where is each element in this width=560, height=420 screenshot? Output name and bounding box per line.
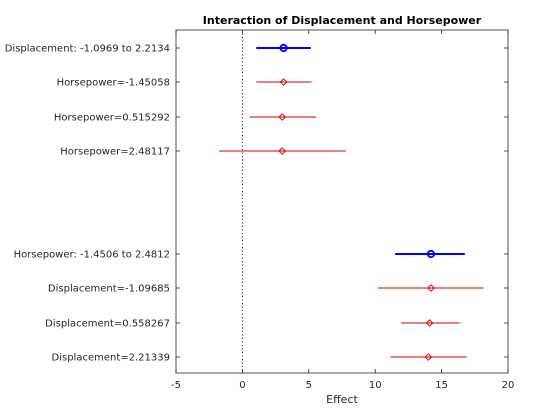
row-label: Horsepower: -1.4506 to 2.4812	[14, 250, 170, 261]
x-tick-label: 20	[502, 380, 515, 391]
plot-frame	[175, 29, 509, 374]
x-tick-label: -5	[171, 380, 181, 391]
conditional-effect-point	[424, 353, 433, 361]
conditional-effect-point	[279, 78, 288, 86]
x-tick-label: 15	[435, 380, 448, 391]
chart-title: Interaction of Displacement and Horsepow…	[203, 14, 482, 27]
row-label: Displacement: -1.0969 to 2.2134	[5, 44, 170, 55]
row-label: Displacement=-1.09685	[48, 284, 170, 295]
plot-area: -5 0 5 10 15 20 Displacement: -1.0969 to 2.213…	[5, 29, 515, 391]
row-label: Displacement=2.21339	[52, 353, 170, 364]
x-axis-label: Effect	[326, 393, 358, 406]
row-label: Horsepower=2.48117	[60, 147, 170, 158]
main-effect-point	[426, 249, 436, 259]
x-tick-label: 0	[239, 380, 245, 391]
x-tick-label: 10	[369, 380, 382, 391]
conditional-effect-point	[427, 284, 435, 292]
main-effect-point	[279, 43, 288, 53]
row-label: Horsepower=-1.45058	[57, 78, 170, 89]
row-label: Horsepower=0.515292	[54, 113, 170, 124]
conditional-effect-point	[425, 319, 434, 327]
x-tick-label: 5	[306, 380, 312, 391]
conditional-effect-point	[278, 147, 287, 155]
row-label: Displacement=0.558267	[45, 319, 170, 330]
conditional-effect-point	[278, 113, 287, 121]
